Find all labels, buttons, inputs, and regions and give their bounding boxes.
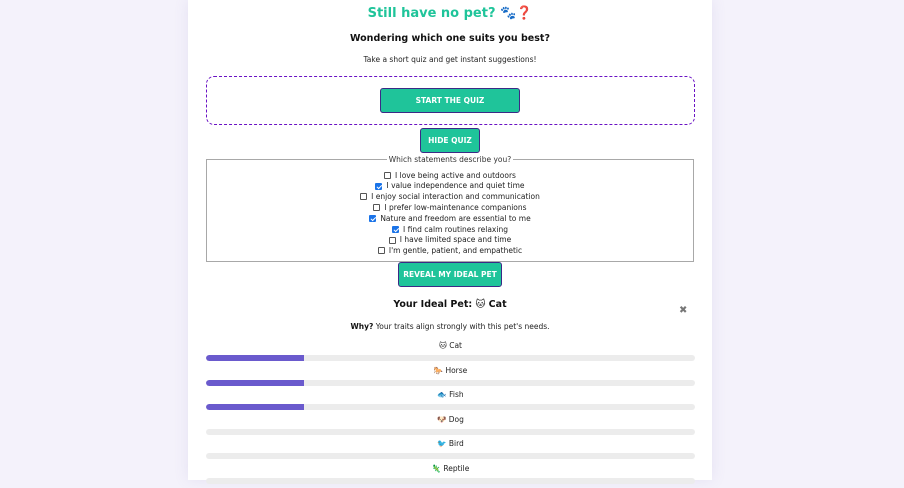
statement-label: I prefer low-maintenance companions [384,204,526,212]
result-title: Your Ideal Pet: 🐱 Cat [188,299,712,310]
pet-score-row: 🐶 Dog [206,415,695,440]
statement-label: I value independence and quiet time [386,182,524,190]
statements-legend: Which statements describe you? [387,155,514,164]
pet-score-label: 🦎 Reptile [206,464,695,473]
statement-option[interactable]: I find calm routines relaxing [207,224,693,235]
page-subtitle: Wondering which one suits you best? [188,33,712,44]
checkbox[interactable] [373,204,380,211]
checkbox[interactable] [389,237,396,244]
pet-score-row: 🐦 Bird [206,439,695,464]
pet-score-row: 🐎 Horse [206,366,695,391]
pet-score-track [206,453,695,459]
statement-option[interactable]: I prefer low-maintenance companions [207,202,693,213]
statement-option[interactable]: I have limited space and time [207,235,693,246]
pet-score-label: 🐱 Cat [206,341,695,350]
pet-score-label: 🐎 Horse [206,366,695,375]
statements-list: I love being active and outdoors I value … [207,170,693,256]
pet-score-list: 🐱 Cat 🐎 Horse 🐟 Fish 🐶 Dog 🐦 Bird 🦎 Reptile [206,341,695,488]
pet-score-track [206,355,695,361]
reveal-pet-button[interactable]: REVEAL MY IDEAL PET [398,262,502,287]
statement-option[interactable]: I'm gentle, patient, and empathetic [207,246,693,257]
pet-score-track [206,380,695,386]
pet-score-fill [206,355,304,361]
page-tagline: Take a short quiz and get instant sugges… [188,55,712,64]
pet-score-row: 🐱 Cat [206,341,695,366]
checkbox[interactable] [360,193,367,200]
pet-score-label: 🐶 Dog [206,415,695,424]
statement-label: I have limited space and time [400,236,511,244]
checkbox[interactable] [384,172,391,179]
statement-option[interactable]: I love being active and outdoors [207,170,693,181]
statement-option[interactable]: Nature and freedom are essential to me [207,213,693,224]
statements-fieldset: Which statements describe you? I love be… [206,155,694,262]
title-text: Still have no pet? [368,6,496,21]
pet-score-track [206,404,695,410]
checkbox-checked[interactable] [369,215,376,222]
pet-score-track [206,429,695,435]
checkbox[interactable] [378,247,385,254]
pet-score-fill [206,404,304,410]
statement-label: Nature and freedom are essential to me [380,215,530,223]
statement-label: I'm gentle, patient, and empathetic [389,247,522,255]
pet-score-label: 🐦 Bird [206,439,695,448]
checkbox-checked[interactable] [375,183,382,190]
statement-option[interactable]: I value independence and quiet time [207,181,693,192]
result-why: Why? Your traits align strongly with thi… [188,322,712,331]
checkbox-checked[interactable] [392,226,399,233]
close-icon[interactable]: ✖ [679,305,687,316]
pet-score-label: 🐟 Fish [206,390,695,399]
pet-score-row: 🐟 Fish [206,390,695,415]
hide-quiz-button[interactable]: HIDE QUIZ [420,128,480,153]
why-text: Your traits align strongly with this pet… [376,322,550,331]
statement-label: I love being active and outdoors [395,172,516,180]
page-card: Still have no pet? 🐾❓ Wondering which on… [188,0,712,480]
why-label: Why? [350,322,373,331]
page-title: Still have no pet? 🐾❓ [188,6,712,21]
pet-score-fill [206,380,304,386]
start-quiz-button[interactable]: START THE QUIZ [380,88,520,113]
statement-label: I find calm routines relaxing [403,226,508,234]
statement-label: I enjoy social interaction and communica… [371,193,540,201]
paw-question-icon: 🐾❓ [500,6,532,21]
pet-score-track [206,478,695,484]
pet-score-row: 🦎 Reptile [206,464,695,488]
statement-option[interactable]: I enjoy social interaction and communica… [207,192,693,203]
